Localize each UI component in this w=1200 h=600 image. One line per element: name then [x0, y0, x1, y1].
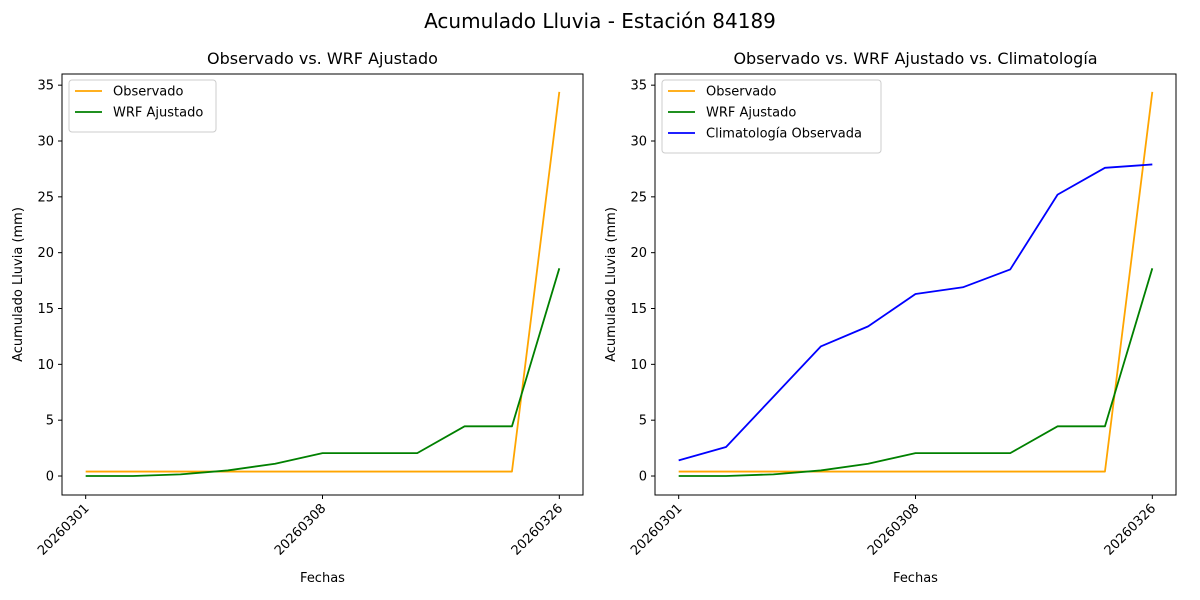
figure-suptitle: Acumulado Lluvia - Estación 84189 [424, 9, 776, 33]
y-tick-label: 15 [37, 302, 54, 317]
y-tick-label: 25 [630, 190, 647, 205]
legend-label: WRF Ajustado [113, 106, 203, 121]
chart-title: Observado vs. WRF Ajustado [207, 49, 438, 68]
x-axis-label: Fechas [893, 571, 938, 586]
y-tick-label: 5 [46, 414, 54, 429]
y-axis-label: Acumulado Lluvia (mm) [11, 207, 26, 362]
chart-title: Observado vs. WRF Ajustado vs. Climatolo… [733, 49, 1097, 68]
series-line-wrf [85, 268, 561, 477]
y-tick-label: 0 [639, 470, 647, 485]
series-line-wrf [678, 268, 1154, 477]
y-tick-label: 10 [37, 358, 54, 373]
y-tick-label: 35 [630, 79, 647, 94]
y-tick-label: 5 [639, 414, 647, 429]
x-tick-label: 20260326 [1102, 501, 1159, 558]
x-tick-label: 20260301 [35, 501, 92, 558]
y-tick-label: 20 [37, 246, 54, 261]
x-tick-label: 20260308 [272, 501, 329, 558]
y-tick-label: 15 [630, 302, 647, 317]
chart-panel-right: Observado vs. WRF Ajustado vs. Climatolo… [604, 49, 1177, 586]
series-line-clima [678, 163, 1153, 462]
legend-label: Climatología Observada [706, 127, 862, 142]
series-line-observado [85, 91, 561, 473]
chart-panel-left: Observado vs. WRF Ajustado 0 5 10 15 20 25 30 35… [11, 49, 584, 586]
x-tick-label: 20260308 [865, 501, 922, 558]
legend-label: Observado [113, 85, 184, 100]
legend: Observado WRF Ajustado Climatología Observ… [661, 79, 882, 154]
legend-label: Observado [706, 85, 777, 100]
y-tick-label: 35 [37, 79, 54, 94]
y-tick-label: 30 [37, 135, 54, 150]
y-axis-label: Acumulado Lluvia (mm) [604, 207, 619, 362]
legend-box [68, 79, 217, 133]
legend: Observado WRF Ajustado [68, 79, 217, 133]
legend-label: WRF Ajustado [706, 106, 796, 121]
series-line-observado [678, 91, 1154, 473]
y-tick-label: 10 [630, 358, 647, 373]
x-axis-label: Fechas [300, 571, 345, 586]
y-tick-label: 0 [46, 470, 54, 485]
y-tick-label: 30 [630, 135, 647, 150]
y-tick-label: 20 [630, 246, 647, 261]
y-tick-label: 25 [37, 190, 54, 205]
legend-box [661, 79, 882, 154]
x-tick-label: 20260301 [628, 501, 685, 558]
x-tick-label: 20260326 [509, 501, 566, 558]
plot-frame [61, 73, 584, 496]
